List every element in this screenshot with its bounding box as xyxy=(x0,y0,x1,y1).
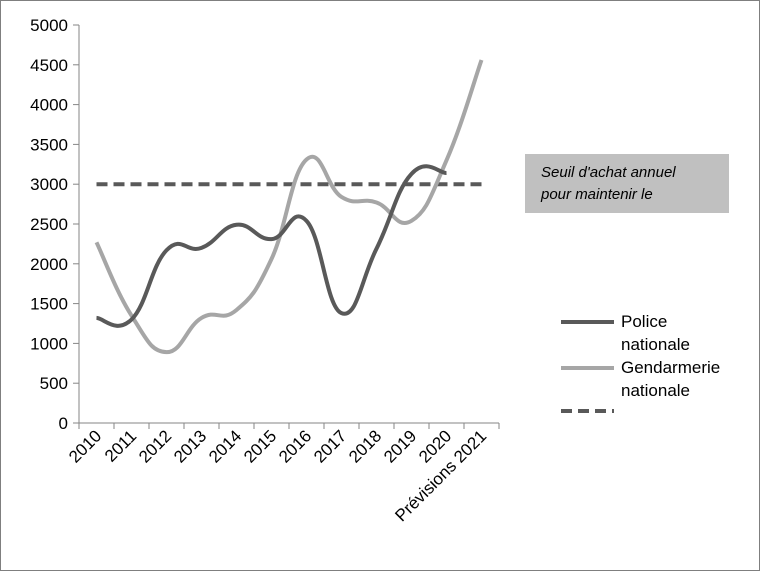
y-tick-label: 3000 xyxy=(30,175,68,194)
x-axis-ticks: 2010201120122013201420152016201720182019… xyxy=(65,423,500,525)
y-tick-label: 1500 xyxy=(30,295,68,314)
y-tick-label: 4500 xyxy=(30,56,68,75)
x-tick-label: 2019 xyxy=(380,426,420,466)
annotation-background xyxy=(525,154,729,213)
x-tick-label: 2012 xyxy=(135,426,175,466)
y-tick-label: 0 xyxy=(59,414,68,433)
y-axis-ticks: 0 500 1000 1500 2000 2500 3000 3500 4000 4500 5000 xyxy=(30,16,79,433)
y-tick-label: 2500 xyxy=(30,215,68,234)
legend-label-police-line-1: Police xyxy=(621,312,667,331)
y-tick-label: 500 xyxy=(40,374,68,393)
y-tick-label: 5000 xyxy=(30,16,68,35)
x-tick-label: 2011 xyxy=(101,426,140,465)
y-tick-label: 2000 xyxy=(30,255,68,274)
x-tick-label: 2013 xyxy=(170,426,210,466)
x-tick-label: 2014 xyxy=(205,426,245,466)
legend-item-gendarmerie: Gendarmerie nationale xyxy=(561,358,720,400)
series-layer xyxy=(94,59,484,355)
annotation-text-line-2: pour maintenir le xyxy=(540,186,653,203)
y-tick-label: 4000 xyxy=(30,96,68,115)
y-tick-label: 1000 xyxy=(30,334,68,353)
series-line-0 xyxy=(96,164,447,328)
legend-label-police-line-2: nationale xyxy=(621,335,690,354)
x-tick-label: 2015 xyxy=(240,426,280,466)
annotation-box: Seuil d'achat annuel pour maintenir le xyxy=(525,154,729,213)
legend-label-gendarmerie-line-2: nationale xyxy=(621,381,690,400)
annotation-text-line-1: Seuil d'achat annuel xyxy=(541,164,676,181)
legend-label-gendarmerie-line-1: Gendarmerie xyxy=(621,358,720,377)
x-tick-label: 2010 xyxy=(65,426,105,466)
legend-item-police: Police nationale xyxy=(561,312,690,354)
x-tick-label: 2017 xyxy=(310,426,350,466)
legend: Police nationale Gendarmerie nationale xyxy=(561,312,720,413)
x-tick-label: 2018 xyxy=(345,426,385,466)
x-tick-label: 2016 xyxy=(275,426,315,466)
series-line-1 xyxy=(94,59,484,355)
y-tick-label: 3500 xyxy=(30,135,68,154)
